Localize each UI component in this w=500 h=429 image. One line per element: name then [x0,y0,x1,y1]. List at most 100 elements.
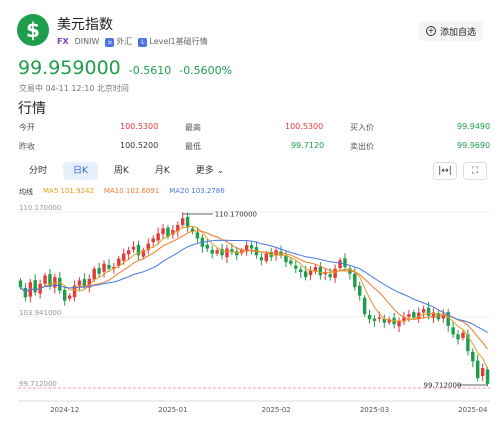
candle-body [382,318,387,323]
fullscreen-button[interactable]: ⛶ [463,162,487,180]
candle-body [323,272,328,275]
candle-body [18,280,23,288]
candle-body [87,278,92,288]
candle-body [294,265,298,269]
candle-body [190,228,195,232]
x-tick-label: 2025-04 [458,406,488,414]
candle-body [205,244,210,249]
candle-body [357,285,362,296]
candle-body [426,307,431,316]
stat-label-high: 最高 [185,123,201,132]
x-tick-label: 2025-02 [262,406,291,414]
stat-label-open: 今开 [19,123,35,132]
kline-chart[interactable]: 110.170000 103.941000 99.712000 110.170000 9… [0,198,500,429]
candle-body [180,218,185,225]
candle-body [151,238,155,243]
candle-body [387,319,391,323]
candle-body [67,295,72,299]
max-annotation: 110.170000 [215,211,257,219]
candle-body [171,230,175,235]
candle-body [475,360,480,379]
candle-body [289,260,293,264]
candle-body [141,250,146,257]
instrument-tags: FX DINIW ¤ 外汇 L Level1基础行情 [57,36,208,47]
stat-label-ask: 卖出价 [350,142,374,151]
stat-value-low: 99.7120 [291,141,325,150]
candle-body [107,265,111,269]
instrument-code: DINIW [74,37,100,46]
candle-body [471,351,475,362]
tab-monthly-k[interactable]: 月K [154,166,170,176]
tab-daily-k[interactable]: 日K [63,162,98,180]
fullscreen-icon: ⛶ [471,166,479,176]
ma10-value: MA10 102.6091 [103,187,160,195]
candle-body [166,227,170,237]
candle-body [121,253,126,261]
y-tick-label: 99.712000 [19,380,57,388]
candle-body [230,249,234,252]
candle-body [446,312,450,326]
candle-body [480,368,485,377]
candle-body [485,369,490,384]
tab-weekly-k[interactable]: 周K [113,166,129,176]
add-watchlist-label: 添加自选 [439,27,476,38]
trade-status-time: 交易中 04-11 12:10 北京时间 [19,84,129,93]
candle-body [284,255,288,262]
candle-body [328,274,332,278]
stat-label-low: 最低 [185,142,201,151]
candle-body [176,224,180,232]
level-tag: L Level1基础行情 [138,36,208,47]
candle-body [451,327,455,335]
candle-body [244,245,249,252]
compare-button[interactable]: |↔| [433,162,457,180]
x-tick-label: 2025-01 [158,406,187,414]
candle-body [136,244,141,256]
add-watchlist-button[interactable]: + 添加自选 [418,21,483,41]
candle-body [53,277,57,288]
ma-legend: 均线 MA5 101.9242 MA10 102.6091 MA20 103.2… [19,187,225,197]
candle-body [102,263,106,272]
candle-body [72,285,77,297]
candle-body [195,232,200,239]
candle-body [235,251,239,256]
chevron-down-icon: ⌄ [216,166,225,176]
ma10-line [20,230,488,350]
y-tick-label: 103.941000 [19,309,61,317]
candle-body [215,250,219,254]
candle-body [146,243,151,251]
stat-value-open: 100.5300 [120,122,159,131]
candle-body [416,312,421,319]
candle-body [62,289,67,301]
tab-intraday[interactable]: 分时 [29,166,48,176]
category-icon: ¤ [105,38,115,47]
candle-body [353,273,357,288]
price-row: 99.959000 -0.5610 -0.5600% [18,57,232,79]
stat-value-bid: 99.9490 [457,122,491,131]
candle-body [117,258,121,266]
candle-body [156,233,160,241]
price-change-percent: -0.5600% [179,64,233,77]
candle-body [97,268,101,274]
instrument-header: $ 美元指数 FX DINIW ¤ 外汇 L Level1基础行情 + 添加自选 [17,14,487,54]
candle-body [461,332,465,339]
plus-circle-icon: + [425,26,436,36]
candle-body [131,246,136,250]
candle-body [298,269,303,273]
candle-body [249,245,254,249]
tab-more[interactable]: 更多 ⌄ [195,166,225,176]
chart-period-tabs: 分时 日K 周K 月K 更多 ⌄ [19,162,234,180]
candle-body [77,280,82,286]
stat-value-prev-close: 100.5200 [120,141,159,150]
arrows-horizontal-icon: |↔| [438,166,452,176]
y-tick-label: 110.170000 [19,204,61,212]
ma5-value: MA5 101.9242 [43,187,94,195]
candle-body [82,279,87,286]
candle-body [377,317,382,319]
candle-body [92,268,96,280]
candle-body [225,248,229,258]
category-tag: ¤ 外汇 [105,36,132,47]
candle-body [210,249,214,254]
candle-body [367,314,372,320]
ma5-line [20,225,488,369]
candle-body [308,270,313,276]
